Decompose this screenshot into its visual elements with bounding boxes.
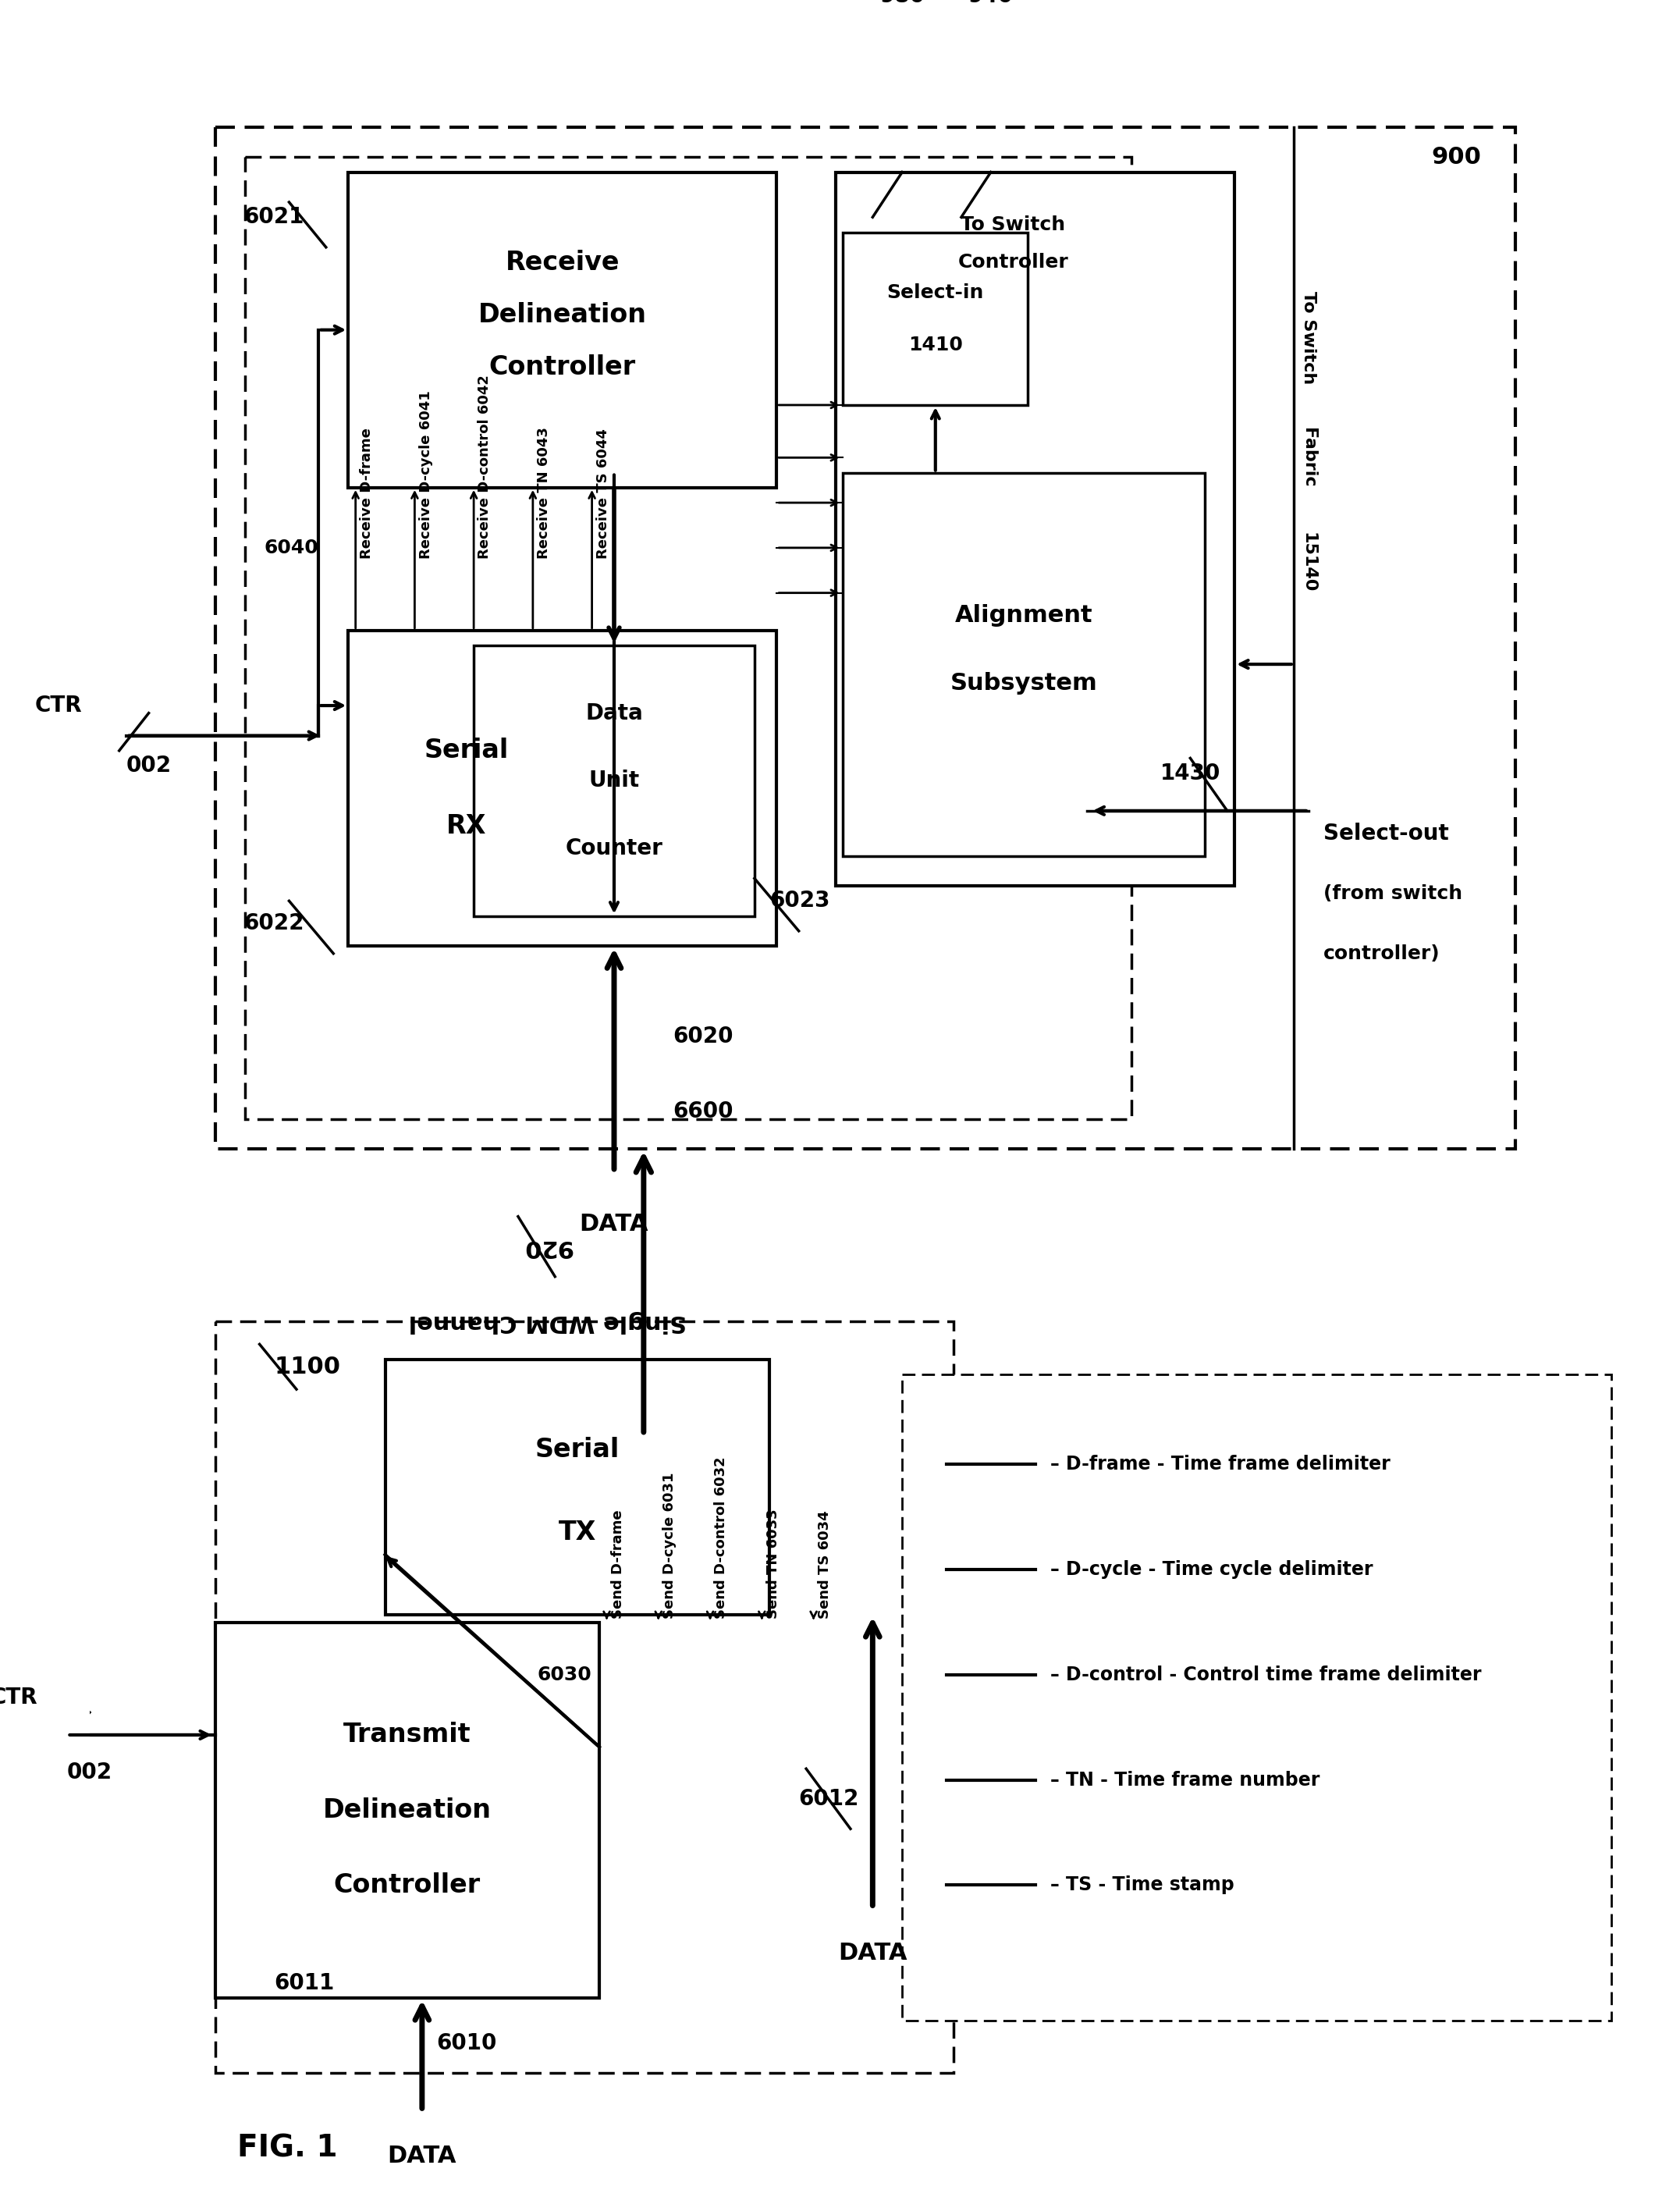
Text: Select-out: Select-out bbox=[1324, 822, 1448, 844]
Text: 6021: 6021 bbox=[244, 207, 304, 228]
Text: controller): controller) bbox=[1324, 945, 1440, 962]
Text: 1430: 1430 bbox=[1161, 762, 1220, 784]
Text: 6011: 6011 bbox=[274, 1973, 334, 1995]
Text: – TN - Time frame number: – TN - Time frame number bbox=[1050, 1771, 1319, 1788]
Bar bbox=[215, 1621, 600, 1997]
Bar bbox=[348, 631, 776, 947]
Text: 920: 920 bbox=[522, 1235, 573, 1259]
Text: 6022: 6022 bbox=[244, 912, 304, 934]
Bar bbox=[835, 171, 1235, 885]
Text: 1100: 1100 bbox=[274, 1356, 341, 1378]
Bar bbox=[843, 472, 1205, 857]
Text: 6040: 6040 bbox=[264, 538, 319, 558]
Text: 002: 002 bbox=[126, 756, 171, 776]
Text: Counter: Counter bbox=[566, 837, 664, 859]
Text: 002: 002 bbox=[67, 1762, 113, 1784]
Text: RX: RX bbox=[447, 813, 487, 839]
Bar bbox=[245, 156, 1131, 1118]
Text: (from switch: (from switch bbox=[1324, 883, 1462, 903]
Text: Data: Data bbox=[585, 703, 643, 725]
Text: TX: TX bbox=[558, 1518, 596, 1544]
Text: Receive D-cycle 6041: Receive D-cycle 6041 bbox=[418, 391, 433, 558]
Text: Serial: Serial bbox=[534, 1437, 620, 1463]
Text: Delineation: Delineation bbox=[323, 1797, 492, 1824]
Text: Send TN 6033: Send TN 6033 bbox=[766, 1509, 780, 1619]
Text: Send D-frame: Send D-frame bbox=[612, 1509, 625, 1619]
Text: 980: 980 bbox=[880, 0, 924, 7]
Text: Receive D-control 6042: Receive D-control 6042 bbox=[477, 376, 492, 558]
Text: CTR: CTR bbox=[0, 1687, 39, 1709]
Text: 6600: 6600 bbox=[674, 1101, 734, 1123]
Text: Alignment: Alignment bbox=[956, 604, 1094, 626]
Text: Send D-cycle 6031: Send D-cycle 6031 bbox=[662, 1472, 677, 1619]
Text: – D-frame - Time frame delimiter: – D-frame - Time frame delimiter bbox=[1050, 1454, 1389, 1474]
Text: Send TS 6034: Send TS 6034 bbox=[818, 1509, 832, 1619]
Text: 6020: 6020 bbox=[674, 1026, 734, 1048]
Text: Unit: Unit bbox=[588, 769, 640, 791]
Bar bbox=[385, 1360, 769, 1615]
Text: 6023: 6023 bbox=[769, 890, 830, 912]
Text: Single WDM Channel: Single WDM Channel bbox=[408, 1309, 687, 1334]
Bar bbox=[902, 1375, 1611, 2021]
Text: To Switch: To Switch bbox=[1300, 290, 1315, 384]
Text: – TS - Time stamp: – TS - Time stamp bbox=[1050, 1876, 1233, 1894]
Text: To Switch: To Switch bbox=[961, 215, 1065, 235]
Text: FIG. 1: FIG. 1 bbox=[237, 2133, 338, 2164]
Text: DATA: DATA bbox=[388, 2144, 457, 2166]
Text: Controller: Controller bbox=[958, 253, 1068, 272]
Text: Subsystem: Subsystem bbox=[951, 672, 1097, 694]
Bar bbox=[215, 127, 1515, 1149]
Text: 900: 900 bbox=[1431, 145, 1482, 169]
Text: Select-in: Select-in bbox=[887, 283, 984, 301]
Text: Receive: Receive bbox=[506, 250, 620, 275]
Text: Receive D-frame: Receive D-frame bbox=[360, 428, 373, 558]
Text: 15140: 15140 bbox=[1300, 532, 1315, 593]
Text: Serial: Serial bbox=[423, 738, 509, 765]
Text: – D-control - Control time frame delimiter: – D-control - Control time frame delimit… bbox=[1050, 1665, 1482, 1685]
Text: Controller: Controller bbox=[334, 1872, 480, 1898]
Text: 940: 940 bbox=[968, 0, 1013, 7]
Text: Receive TN 6043: Receive TN 6043 bbox=[538, 426, 551, 558]
Text: 6030: 6030 bbox=[538, 1665, 591, 1685]
Text: – D-cycle - Time cycle delimiter: – D-cycle - Time cycle delimiter bbox=[1050, 1560, 1373, 1580]
Text: Fabric: Fabric bbox=[1300, 428, 1315, 488]
Text: CTR: CTR bbox=[35, 694, 82, 716]
Text: 1410: 1410 bbox=[909, 336, 963, 354]
Bar bbox=[843, 233, 1028, 404]
Text: Receive TS 6044: Receive TS 6044 bbox=[596, 428, 610, 558]
Text: Controller: Controller bbox=[489, 354, 635, 380]
Text: DATA: DATA bbox=[838, 1942, 907, 1964]
Text: 6010: 6010 bbox=[437, 2032, 497, 2054]
Bar bbox=[215, 1323, 954, 2074]
Text: Send D-control 6032: Send D-control 6032 bbox=[714, 1457, 727, 1619]
Bar bbox=[474, 646, 754, 916]
Bar bbox=[348, 171, 776, 488]
Text: 6012: 6012 bbox=[798, 1788, 858, 1810]
Text: Transmit: Transmit bbox=[343, 1722, 470, 1749]
Text: Delineation: Delineation bbox=[479, 301, 647, 327]
Text: DATA: DATA bbox=[580, 1213, 648, 1235]
